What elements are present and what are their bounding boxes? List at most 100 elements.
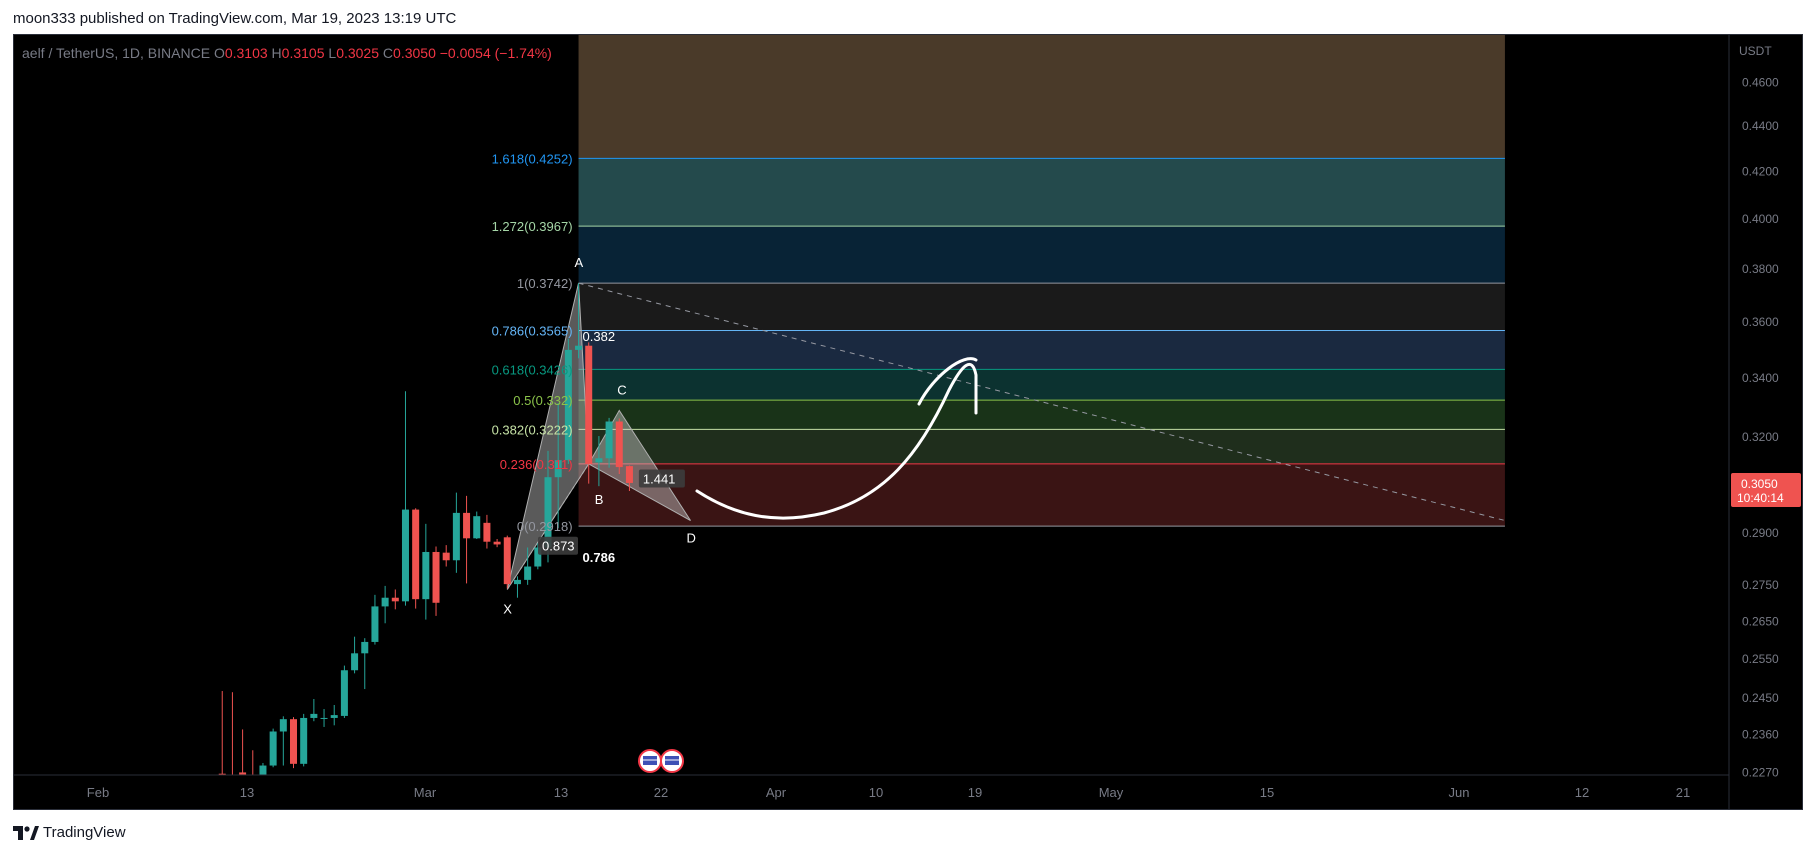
projection-arrow — [695, 362, 978, 520]
tradingview-logo-icon — [13, 825, 39, 840]
fib-zone — [578, 35, 1505, 159]
candle-body — [554, 460, 562, 478]
fib-zone — [578, 369, 1505, 401]
high-label: H — [271, 45, 282, 61]
candle-body — [412, 509, 420, 600]
candle-body — [585, 345, 593, 464]
candle-body — [259, 765, 267, 775]
open-label: O — [213, 45, 225, 61]
footer: TradingView — [13, 824, 126, 841]
candle-body — [381, 597, 389, 607]
price-axis-tick: 0.4000 — [1742, 212, 1779, 226]
harmonic-point-label: A — [575, 255, 584, 270]
chart-frame[interactable]: X A B C D 0.382 1.441 0.786 0.873 1.618(0.4252) 1.… — [13, 34, 1803, 810]
candle-body — [401, 509, 409, 602]
ohlc-legend: aelf / TetherUS, 1D, BINANCE O0.3103 H0.… — [22, 45, 552, 61]
fib-level-label: 0(0.2918) — [517, 519, 573, 534]
price-axis-tick: 0.3600 — [1742, 315, 1779, 329]
candle-body — [249, 777, 256, 780]
ratio-badge-bg — [538, 536, 578, 555]
candle-body — [544, 477, 552, 548]
time-axis-tick: 13 — [554, 785, 568, 800]
publisher-line: moon333 published on TradingView.com, Ma… — [13, 10, 457, 27]
candle-body — [534, 547, 542, 567]
low-label: L — [328, 45, 337, 61]
fib-level-label: 1(0.3742) — [517, 276, 573, 291]
harmonic-triangle-bcd — [588, 409, 691, 521]
fib-level-label: 0.382(0.3222) — [492, 422, 573, 437]
chart-canvas[interactable]: X A B C D 0.382 1.441 0.786 0.873 1.618(0.4252) 1.… — [14, 35, 1803, 810]
fib-zone — [578, 226, 1505, 284]
price-axis-tick: 0.4200 — [1742, 164, 1779, 178]
fib-level-label: 0.786(0.3565) — [492, 324, 573, 339]
candle-body — [503, 537, 511, 585]
fib-level-label: 1.272(0.3967) — [492, 219, 573, 234]
time-axis-tick: Jun — [1449, 785, 1470, 800]
ratio-label-ab: 0.382 — [583, 329, 616, 344]
price-axis-tick: 0.2360 — [1742, 728, 1779, 742]
open-value: 0.3103 — [224, 45, 268, 61]
candle-body — [422, 551, 430, 600]
candle-body — [371, 606, 379, 642]
candle-body — [340, 670, 348, 716]
harmonic-point-label: B — [595, 492, 604, 507]
candle-body — [452, 512, 460, 561]
price-axis-tick: 0.3400 — [1742, 371, 1779, 385]
candle-body — [330, 715, 338, 718]
candle-body — [218, 773, 226, 775]
candle-body — [391, 597, 399, 602]
candle-body — [300, 717, 308, 764]
harmonic-point-label: X — [503, 601, 512, 616]
fib-zone — [578, 429, 1505, 464]
price-axis-tick: 0.2550 — [1742, 652, 1779, 666]
candle-body — [351, 653, 359, 671]
time-axis-tick: Feb — [87, 785, 109, 800]
candle-body — [575, 345, 583, 350]
candle-body — [290, 719, 297, 764]
last-price-label: 0.3050 — [1741, 477, 1778, 491]
candle-body — [493, 541, 501, 545]
time-axis-tick: Mar — [414, 785, 437, 800]
fib-zone — [578, 463, 1505, 527]
candle-body — [432, 551, 440, 603]
price-axis-tick: 0.2750 — [1742, 578, 1779, 592]
time-axis-tick: Apr — [766, 785, 787, 800]
change-value: −0.0054 (−1.74%) — [439, 45, 552, 61]
price-axis-tick: 0.3200 — [1742, 430, 1779, 444]
price-axis-tick: 0.2900 — [1742, 526, 1779, 540]
time-axis-tick: 15 — [1260, 785, 1274, 800]
time-axis-tick: 12 — [1575, 785, 1589, 800]
price-axis-tick: 0.4600 — [1742, 75, 1779, 89]
time-axis-tick: 10 — [869, 785, 883, 800]
candle-body — [595, 458, 603, 463]
price-axis-currency: USDT — [1739, 44, 1772, 58]
candle-body — [473, 516, 481, 539]
last-price-badge — [1731, 472, 1801, 507]
plot-area — [218, 35, 1506, 780]
candle-body — [513, 579, 521, 585]
fib-zone — [578, 158, 1505, 227]
harmonic-point-label: D — [687, 531, 696, 546]
candle-body — [483, 522, 491, 542]
price-axis-tick: 0.2650 — [1742, 614, 1779, 628]
time-axis-tick: May — [1099, 785, 1124, 800]
time-axis-tick: 13 — [240, 785, 254, 800]
candle-body — [463, 512, 471, 539]
fib-level-label: 1.618(0.4252) — [492, 151, 573, 166]
ratio-label-xc: 0.873 — [542, 539, 575, 554]
candle-body — [361, 641, 369, 654]
fib-zone — [578, 400, 1505, 430]
high-value: 0.3105 — [281, 45, 325, 61]
fib-zone — [578, 330, 1505, 370]
time-axis-tick: 19 — [968, 785, 982, 800]
candle-body — [524, 566, 532, 580]
ratio-label-xd: 0.786 — [583, 550, 616, 565]
candle-body — [279, 719, 287, 732]
symbol-label: aelf / TetherUS, 1D, BINANCE — [22, 45, 211, 61]
candle-body — [239, 772, 247, 775]
ratio-label-bd: 1.441 — [643, 471, 676, 486]
candle-body — [625, 466, 633, 483]
candle-body — [310, 713, 318, 718]
fib-level-label: 0.5(0.332) — [513, 393, 572, 408]
low-value: 0.3025 — [336, 45, 380, 61]
